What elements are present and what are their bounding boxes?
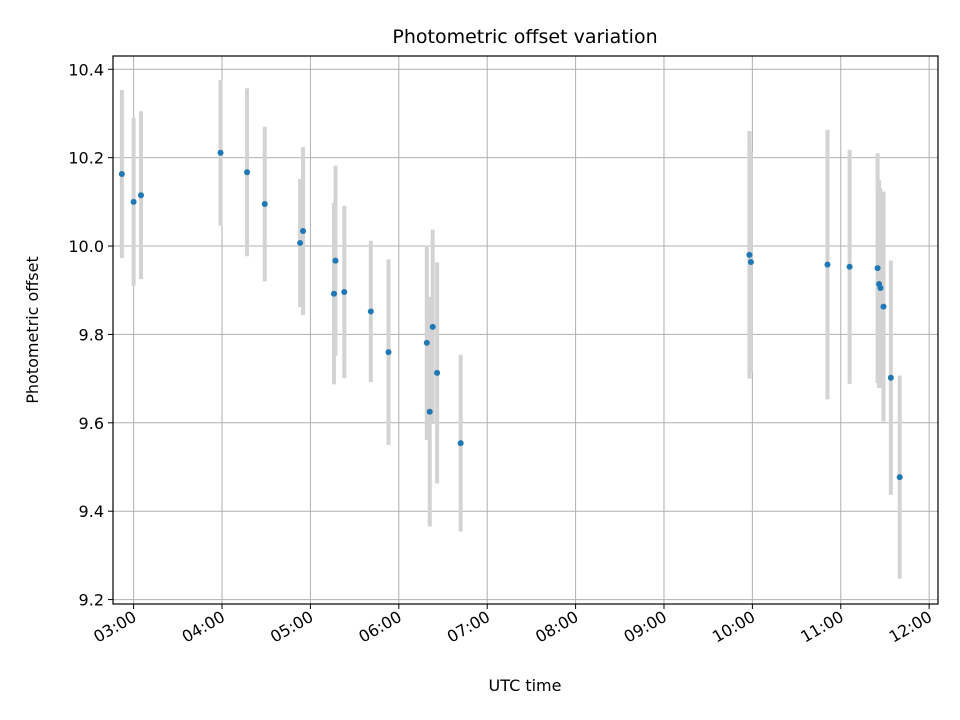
data-point [367, 308, 374, 315]
data-point [332, 257, 339, 264]
chart-title: Photometric offset variation [392, 26, 657, 48]
data-point [880, 303, 887, 310]
y-tick-label: 9.8 [79, 325, 104, 344]
x-axis-label: UTC time [489, 676, 562, 695]
plot-area [113, 56, 938, 604]
data-point [130, 198, 137, 205]
data-point [457, 440, 464, 447]
data-point [877, 285, 884, 292]
data-point [429, 323, 436, 330]
data-point [297, 239, 304, 246]
data-point [244, 169, 251, 176]
data-point [385, 349, 392, 356]
data-point [874, 265, 881, 272]
y-axis-ticks: 9.2 9.4 9.6 9.8 10.0 10.2 10.4 [68, 60, 113, 610]
data-point [118, 170, 125, 177]
data-point [330, 290, 337, 297]
data-point [341, 288, 348, 295]
y-tick-label: 10.0 [68, 237, 104, 256]
y-tick-label: 9.4 [79, 502, 104, 521]
data-point [426, 408, 433, 415]
data-point [747, 258, 754, 265]
data-point [217, 149, 224, 156]
y-tick-label: 10.2 [68, 149, 104, 168]
data-point [434, 369, 441, 376]
y-tick-label: 10.4 [68, 60, 104, 79]
data-point [746, 251, 753, 258]
data-point [137, 192, 144, 199]
grid-lines [113, 56, 938, 604]
data-point [887, 374, 894, 381]
data-point [261, 201, 268, 208]
data-point [896, 474, 903, 481]
data-points [118, 149, 903, 481]
data-point [846, 263, 853, 270]
data-point [300, 228, 307, 235]
data-point [824, 261, 831, 268]
y-tick-label: 9.2 [79, 591, 104, 610]
y-axis-label: Photometric offset [23, 256, 42, 404]
y-tick-label: 9.6 [79, 414, 104, 433]
data-point [423, 339, 430, 346]
plot-frame [112, 55, 939, 605]
